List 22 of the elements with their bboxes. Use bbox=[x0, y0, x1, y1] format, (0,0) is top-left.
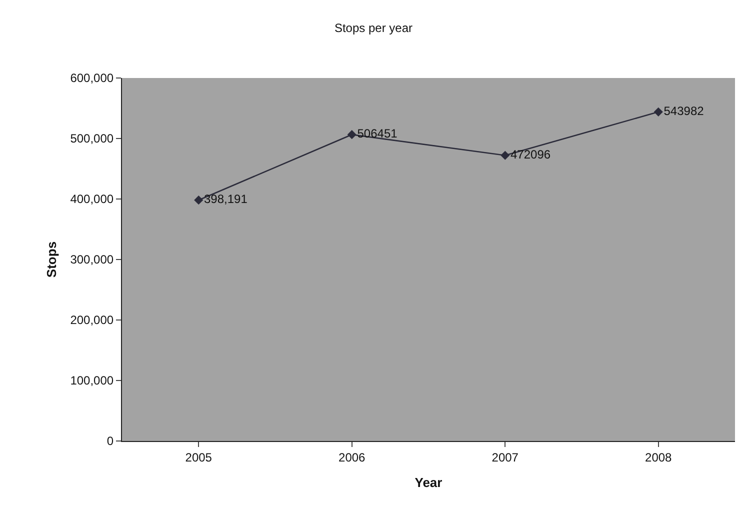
data-label: 472096 bbox=[510, 147, 551, 162]
x-axis-title: Year bbox=[414, 475, 442, 490]
data-label: 398,191 bbox=[204, 192, 248, 206]
y-tick-label: 200,000 bbox=[70, 313, 114, 328]
point bbox=[654, 107, 663, 116]
y-tick-label: 0 bbox=[106, 434, 114, 448]
point bbox=[194, 196, 204, 205]
data-label: 506451 bbox=[357, 126, 398, 141]
chart-title: Stops per year bbox=[334, 20, 413, 35]
x-tick-label: 2005 bbox=[185, 450, 212, 464]
y-tick-label: 600,000 bbox=[70, 71, 114, 86]
x-tick-label: 2008 bbox=[645, 450, 672, 464]
point bbox=[347, 130, 356, 140]
x-tick-label: 2006 bbox=[338, 450, 366, 464]
y-tick-label: 100,000 bbox=[70, 374, 114, 388]
y-axis-title: Stops bbox=[44, 241, 60, 278]
y-tick-label: 400,000 bbox=[70, 192, 114, 206]
y-tick-label: 300,000 bbox=[70, 252, 114, 267]
data-label: 543982 bbox=[664, 104, 704, 118]
x-tick-label: 2007 bbox=[492, 450, 519, 464]
y-tick-label: 500,000 bbox=[70, 132, 114, 146]
point bbox=[500, 150, 510, 160]
